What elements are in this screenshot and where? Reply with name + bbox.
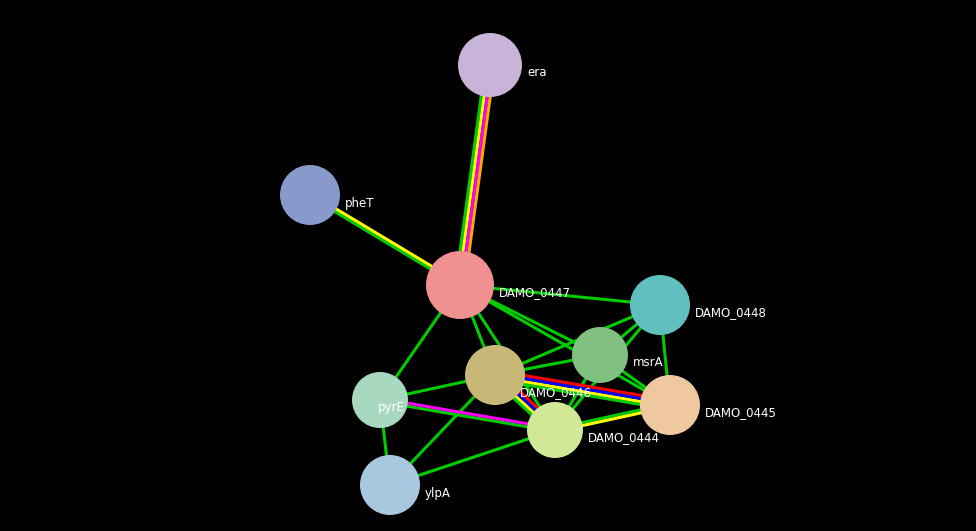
Text: era: era <box>527 66 547 80</box>
Text: DAMO_0448: DAMO_0448 <box>695 306 767 320</box>
Text: ylpA: ylpA <box>425 486 451 500</box>
Text: DAMO_0446: DAMO_0446 <box>520 387 592 399</box>
Text: DAMO_0447: DAMO_0447 <box>499 287 571 299</box>
Circle shape <box>458 33 522 97</box>
Circle shape <box>527 402 583 458</box>
Circle shape <box>360 455 420 515</box>
Circle shape <box>426 251 494 319</box>
Circle shape <box>630 275 690 335</box>
Text: DAMO_0444: DAMO_0444 <box>588 432 660 444</box>
Text: DAMO_0445: DAMO_0445 <box>705 407 777 419</box>
Circle shape <box>465 345 525 405</box>
Text: pheT: pheT <box>345 196 375 210</box>
Circle shape <box>280 165 340 225</box>
Text: pyrE: pyrE <box>378 401 405 415</box>
Circle shape <box>572 327 628 383</box>
Circle shape <box>352 372 408 428</box>
Circle shape <box>640 375 700 435</box>
Text: msrA: msrA <box>633 356 664 370</box>
